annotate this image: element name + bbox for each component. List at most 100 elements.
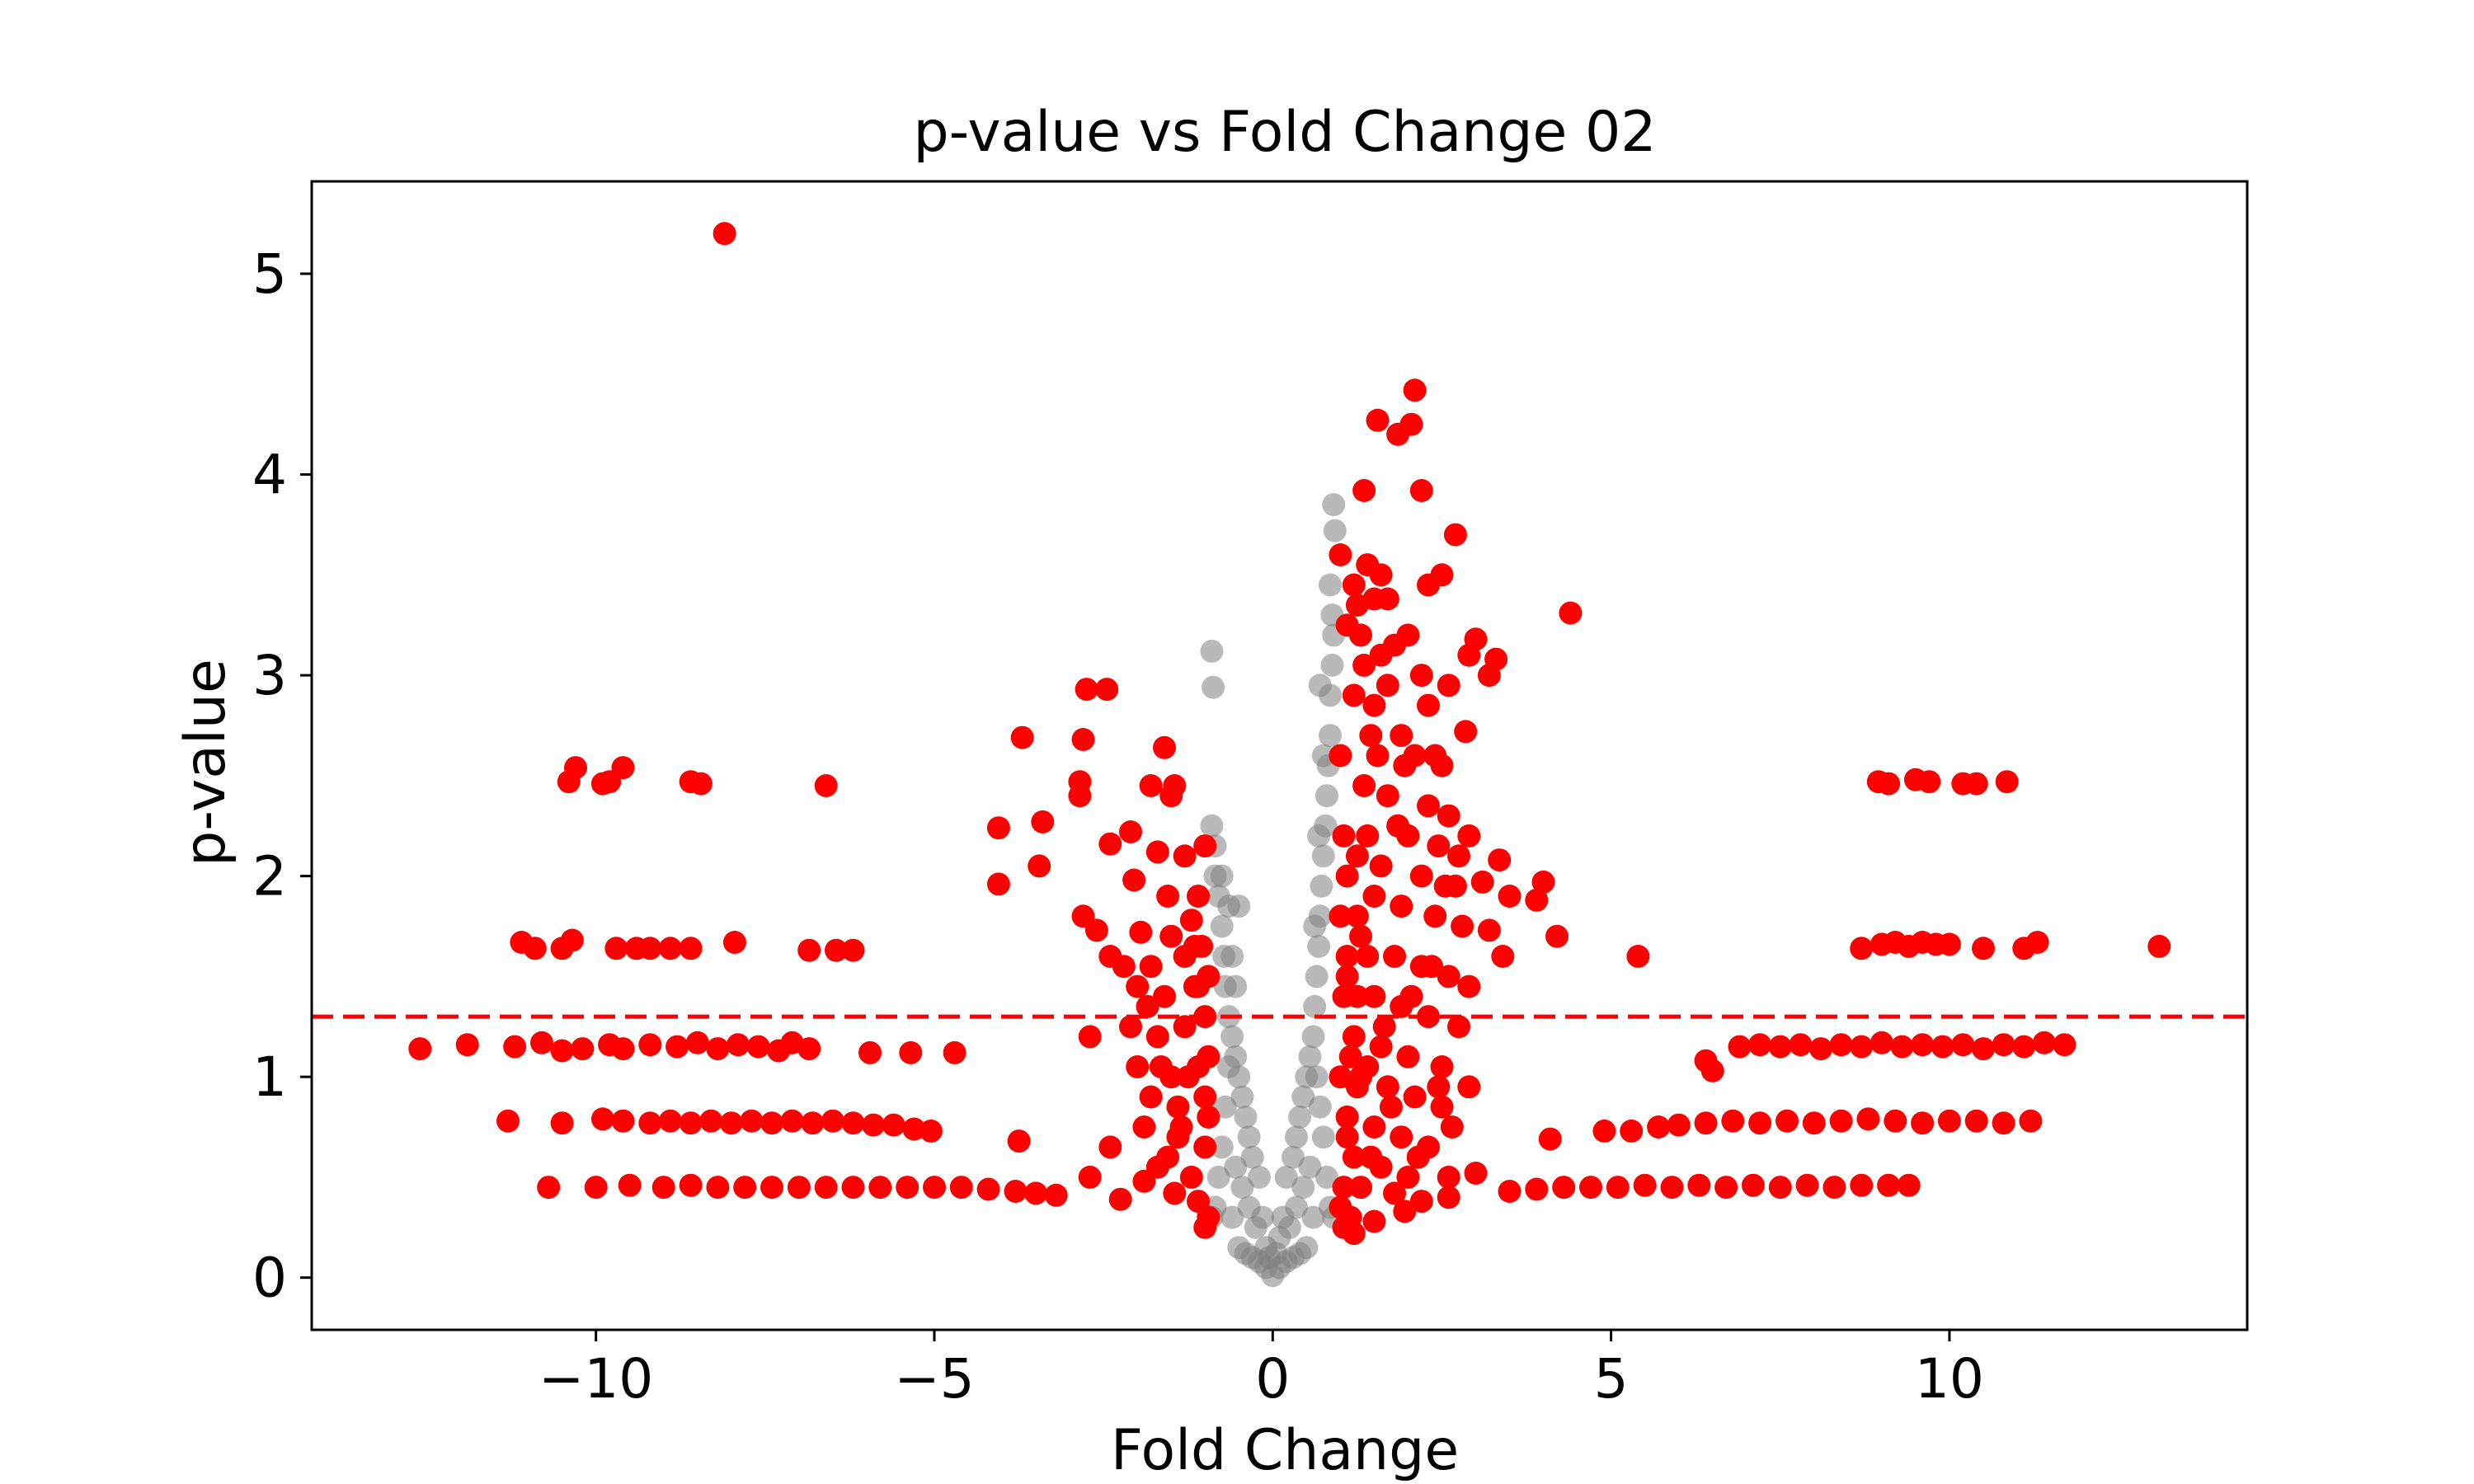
significant-point xyxy=(1075,678,1098,702)
significant-point xyxy=(1329,1065,1352,1089)
significant-point xyxy=(1359,724,1383,748)
significant-point xyxy=(1345,984,1369,1008)
significant-point xyxy=(976,1177,1000,1201)
significant-point xyxy=(1187,974,1210,998)
significant-point xyxy=(1383,945,1406,968)
significant-point xyxy=(1078,1165,1102,1189)
significant-point xyxy=(638,1033,662,1057)
significant-point xyxy=(1667,1113,1691,1137)
significant-point xyxy=(1430,1095,1454,1119)
significant-point xyxy=(896,1176,920,1200)
significant-point xyxy=(1383,1181,1406,1205)
significant-point xyxy=(1396,1045,1420,1068)
non-significant-point xyxy=(1224,974,1248,998)
significant-point xyxy=(1153,735,1176,759)
significant-point xyxy=(638,1111,662,1135)
significant-point xyxy=(1342,1025,1366,1049)
significant-point xyxy=(1433,874,1457,898)
significant-point xyxy=(1173,1015,1197,1039)
significant-point xyxy=(1464,1162,1488,1185)
plot-area-frame xyxy=(310,180,2249,1331)
significant-point xyxy=(1372,1015,1396,1039)
significant-point xyxy=(1166,1095,1190,1119)
non-significant-point xyxy=(1281,1145,1305,1169)
non-significant-point xyxy=(1291,1085,1315,1109)
significant-point xyxy=(1687,1173,1711,1197)
non-significant-point xyxy=(1224,1155,1248,1179)
y-tick-label: 3 xyxy=(252,644,287,707)
significant-point xyxy=(1447,1015,1470,1039)
x-tick-label: 0 xyxy=(1255,1347,1290,1411)
significant-point xyxy=(1197,1105,1221,1129)
non-significant-point xyxy=(1308,1095,1332,1119)
non-significant-point xyxy=(1320,653,1344,677)
y-axis: 0 1 2 3 4 5 xyxy=(252,242,312,1310)
non-significant-point xyxy=(1301,1025,1325,1049)
significant-point xyxy=(1633,1173,1657,1197)
significant-point xyxy=(550,1111,574,1135)
significant-point xyxy=(1409,1190,1433,1214)
significant-point xyxy=(1369,563,1393,587)
y-tick-label: 5 xyxy=(252,242,287,306)
significant-point xyxy=(1173,844,1197,868)
non-significant-point xyxy=(1210,864,1234,888)
non-significant-point xyxy=(1227,895,1251,918)
significant-point xyxy=(1068,784,1092,808)
significant-point xyxy=(1545,924,1569,948)
significant-point xyxy=(1126,974,1150,998)
significant-point xyxy=(902,1117,926,1141)
significant-point xyxy=(1409,479,1433,502)
significant-point xyxy=(1417,794,1440,818)
significant-point xyxy=(1457,974,1481,998)
significant-point xyxy=(1403,378,1427,402)
significant-point xyxy=(1768,1176,1792,1200)
non-significant-point xyxy=(1305,965,1329,989)
significant-point xyxy=(1359,1145,1383,1169)
significant-point xyxy=(1393,1200,1417,1223)
non-significant-point xyxy=(1303,914,1327,938)
significant-point xyxy=(1024,1181,1048,1205)
significant-point xyxy=(706,1176,730,1200)
significant-point xyxy=(882,1113,905,1137)
significant-point xyxy=(1376,587,1399,611)
significant-point xyxy=(1098,1135,1122,1159)
non-significant-point xyxy=(1308,674,1332,697)
significant-point xyxy=(1795,1173,1819,1197)
significant-point xyxy=(1409,864,1433,888)
significant-point xyxy=(1829,1109,1853,1133)
significant-point xyxy=(537,1176,561,1200)
significant-point xyxy=(658,1109,682,1133)
significant-point xyxy=(1741,1173,1765,1197)
significant-point xyxy=(584,1176,608,1200)
non-significant-point xyxy=(1210,914,1234,938)
non-significant-point xyxy=(1291,1176,1315,1200)
significant-point xyxy=(797,1037,821,1061)
non-significant-point xyxy=(1234,1105,1258,1129)
significant-point xyxy=(1488,848,1512,872)
significant-point xyxy=(1132,1115,1156,1139)
significant-point xyxy=(1620,1119,1644,1143)
significant-point xyxy=(1149,1055,1173,1078)
significant-point xyxy=(841,938,865,962)
significant-point xyxy=(1559,601,1583,625)
significant-point xyxy=(1850,1035,1874,1059)
y-tick-label: 4 xyxy=(252,444,287,507)
significant-point xyxy=(1004,1180,1028,1203)
non-significant-point xyxy=(1271,1205,1295,1229)
significant-point xyxy=(1931,1035,1954,1059)
non-significant-point xyxy=(1213,1095,1237,1119)
significant-point xyxy=(1917,770,1941,794)
significant-point xyxy=(1911,1111,1935,1135)
non-significant-point xyxy=(1319,573,1342,597)
significant-point xyxy=(1338,1045,1362,1068)
significant-point xyxy=(1393,754,1417,777)
significant-point xyxy=(1396,1165,1420,1189)
significant-point xyxy=(699,1109,723,1133)
significant-point xyxy=(408,1037,432,1061)
significant-point xyxy=(1457,643,1481,667)
significant-point xyxy=(1390,1125,1413,1149)
significant-point xyxy=(1386,814,1410,838)
significant-point xyxy=(1592,1119,1616,1143)
significant-point xyxy=(1525,888,1549,912)
significant-point xyxy=(1335,864,1359,888)
